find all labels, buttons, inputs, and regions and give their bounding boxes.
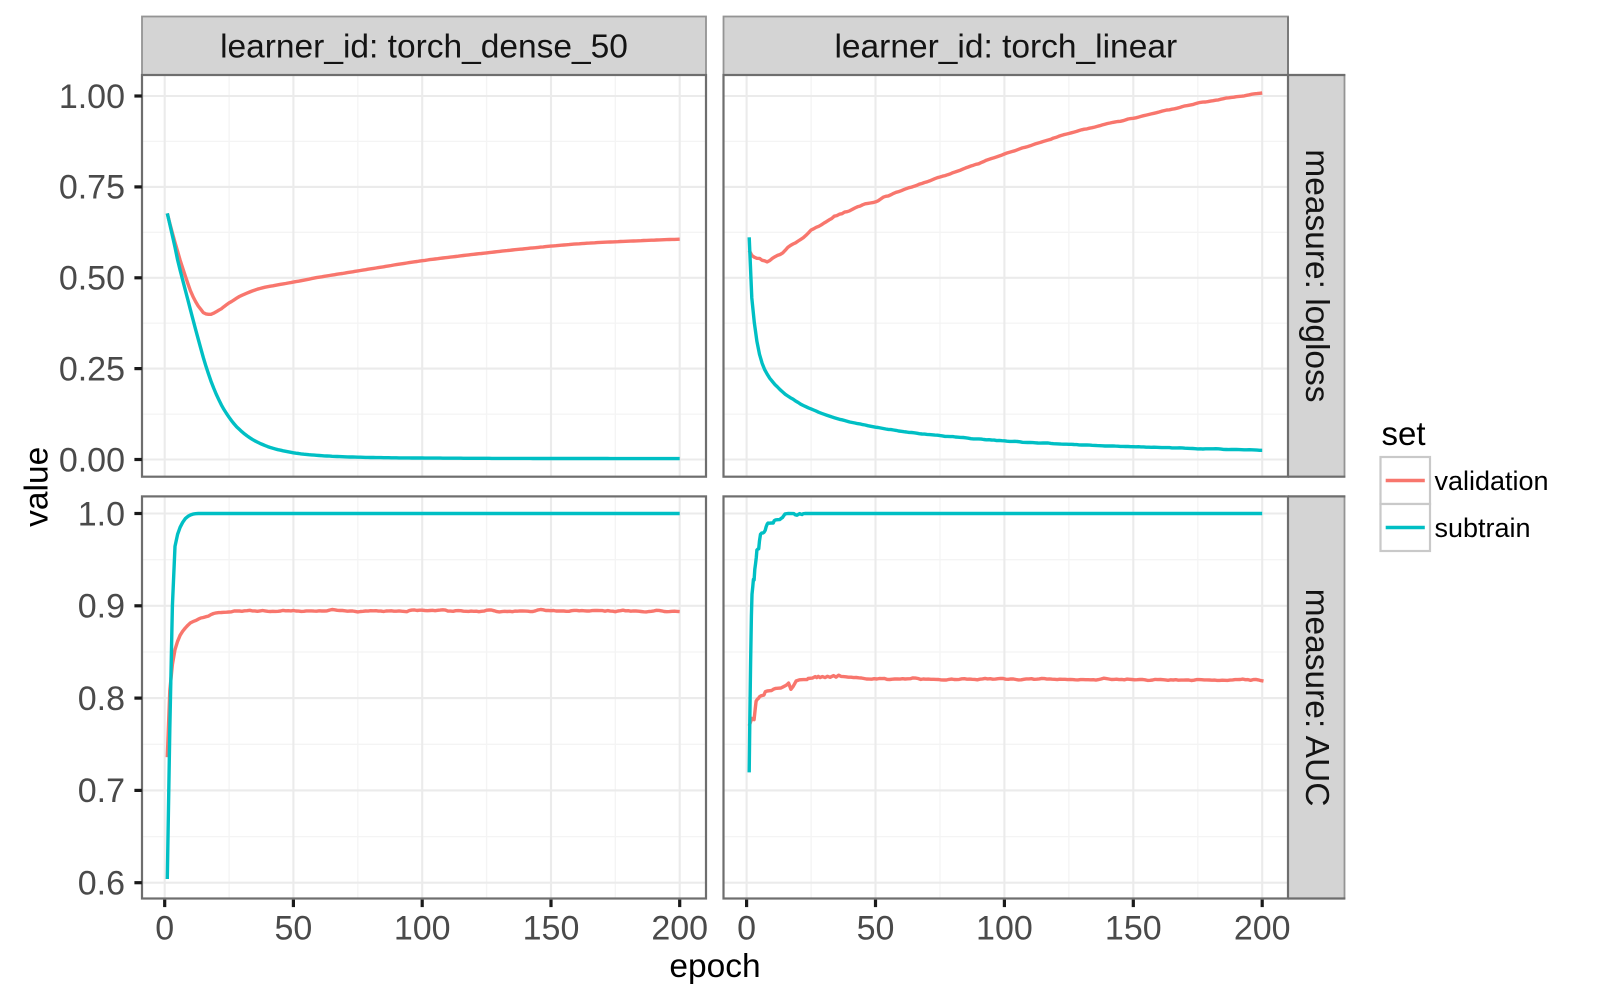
svg-text:value: value (18, 447, 55, 527)
svg-text:learner_id: torch_linear: learner_id: torch_linear (834, 28, 1177, 65)
svg-text:0.00: 0.00 (59, 441, 125, 479)
svg-text:50: 50 (274, 910, 312, 948)
svg-text:set: set (1382, 415, 1426, 452)
svg-text:learner_id: torch_dense_50: learner_id: torch_dense_50 (220, 28, 628, 65)
svg-text:150: 150 (1105, 910, 1162, 948)
svg-text:measure: AUC: measure: AUC (1298, 589, 1335, 807)
svg-text:100: 100 (976, 910, 1033, 948)
svg-text:0: 0 (155, 910, 174, 948)
svg-text:200: 200 (651, 910, 708, 948)
svg-text:subtrain: subtrain (1435, 513, 1531, 543)
svg-text:measure: logloss: measure: logloss (1298, 149, 1335, 402)
svg-text:1.0: 1.0 (78, 495, 125, 533)
svg-text:150: 150 (523, 910, 580, 948)
svg-text:0: 0 (737, 910, 756, 948)
svg-text:0.75: 0.75 (59, 169, 125, 207)
svg-text:0.9: 0.9 (78, 588, 125, 626)
svg-text:50: 50 (857, 910, 895, 948)
svg-text:200: 200 (1234, 910, 1291, 948)
svg-text:1.00: 1.00 (59, 78, 125, 116)
svg-text:0.6: 0.6 (78, 865, 125, 903)
svg-text:0.50: 0.50 (59, 260, 125, 298)
svg-text:epoch: epoch (669, 948, 760, 985)
svg-text:0.7: 0.7 (78, 772, 125, 810)
svg-text:0.8: 0.8 (78, 680, 125, 718)
svg-text:validation: validation (1435, 466, 1549, 496)
svg-text:100: 100 (394, 910, 451, 948)
svg-text:0.25: 0.25 (59, 350, 125, 388)
